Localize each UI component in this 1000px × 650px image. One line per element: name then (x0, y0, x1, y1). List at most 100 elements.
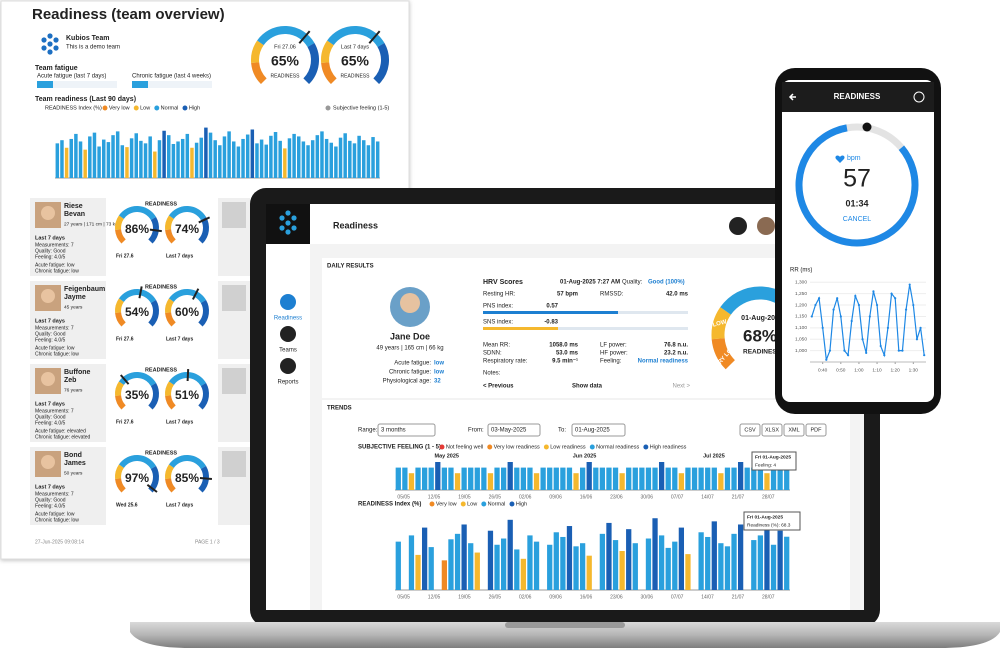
bar (441, 467, 448, 490)
rr-point (817, 297, 821, 300)
select-value[interactable]: 3 months (381, 428, 406, 434)
bar (218, 145, 222, 178)
export-button[interactable] (761, 423, 783, 437)
export-label[interactable]: CSV (744, 427, 756, 433)
settings-icon[interactable] (729, 217, 747, 235)
export-button[interactable] (805, 423, 827, 437)
gauge-value: 86% (125, 222, 149, 236)
export-label[interactable]: XLSX (765, 427, 779, 433)
select-box[interactable] (571, 423, 626, 437)
rr-point (875, 303, 879, 307)
export-label[interactable]: PDF (811, 427, 823, 433)
select-value[interactable]: 03-May-2025 (491, 428, 527, 434)
bar (718, 543, 724, 590)
rr-point (886, 326, 890, 329)
nav-label[interactable]: Reports (277, 380, 298, 386)
bar (678, 527, 685, 590)
bar (357, 135, 361, 178)
gauge-band (148, 383, 159, 410)
bar (553, 467, 559, 490)
x-tick-label: 19/05 (458, 494, 471, 500)
timer: 01:34 (845, 198, 868, 208)
gauge-band (711, 337, 736, 370)
x-tick-label: 19/05 (458, 594, 471, 600)
bar (180, 138, 185, 178)
bar (500, 467, 507, 490)
avatar[interactable] (757, 217, 775, 235)
index-label: PNS index: (483, 304, 513, 310)
bar (698, 532, 704, 590)
bar (619, 473, 625, 490)
bar (395, 467, 401, 490)
person-first: Buffone (64, 369, 91, 376)
bar (448, 467, 454, 490)
x-tick-label: 0:50 (836, 367, 846, 373)
prev-link[interactable]: < Previous (483, 384, 514, 390)
x-tick-label: 26/05 (489, 594, 502, 600)
back-icon[interactable] (788, 93, 796, 101)
gauge-band (165, 298, 175, 313)
legend-label: Subjective feeling (1-5) (333, 105, 389, 111)
stat-label: Respiratory rate: (483, 359, 528, 365)
month-label: Jun 2025 (573, 453, 597, 459)
bar (441, 560, 448, 590)
info-icon[interactable] (913, 91, 925, 103)
bar (685, 554, 691, 590)
fatigue-value: 32 (434, 379, 441, 385)
nav-icon[interactable] (280, 358, 296, 374)
bar (573, 473, 579, 490)
nav-icon[interactable] (280, 294, 296, 310)
bar (162, 130, 166, 178)
person-face (41, 206, 55, 220)
bar (269, 135, 273, 178)
person-measurements: Measurements: 7 (35, 408, 74, 414)
export-label[interactable]: XML (788, 427, 799, 433)
select-value[interactable]: 01-Aug-2025 (575, 428, 610, 434)
report: Readiness (team overview) Kubios Team This… (30, 6, 389, 545)
bar (474, 552, 480, 590)
show-data-link[interactable]: Show data (572, 384, 603, 390)
select-box[interactable] (377, 423, 436, 437)
section-title: TRENDS (327, 406, 352, 412)
gauge-band (257, 26, 315, 48)
gauge-marker (199, 477, 213, 480)
phone: READINESS bpm 57 01:34 CANCEL RR (ms) 1,000 1,0… (782, 82, 934, 373)
control-label: Range: (358, 428, 378, 434)
person-info: 49 years | 165 cm | 66 kg (376, 346, 443, 352)
gauge-band (115, 298, 125, 313)
nav-label[interactable]: Readiness (274, 316, 302, 322)
cancel-button[interactable]: CANCEL (843, 216, 872, 223)
bar (566, 467, 573, 490)
gauge-date: 01-Aug-2025 (741, 315, 783, 322)
fatigue-chronic: Chronic fatigue (last 4 weeks) (132, 74, 211, 80)
index-value: 0.57 (546, 304, 558, 310)
x-tick-label: 14/07 (701, 594, 714, 600)
stat-value: 57 bpm (557, 292, 578, 298)
rr-point (850, 319, 853, 323)
export-button[interactable] (783, 423, 805, 437)
bar (626, 529, 632, 590)
bar (626, 467, 632, 490)
select-box[interactable] (487, 423, 541, 437)
bar (612, 467, 619, 490)
export-button[interactable] (739, 423, 761, 437)
x-tick-label: 28/07 (762, 594, 775, 600)
rr-point (865, 351, 868, 354)
next-link[interactable]: Next > (672, 384, 690, 390)
nav-icon[interactable] (280, 326, 296, 342)
person-acute: Acute fatigue: low (35, 262, 75, 268)
bar (599, 533, 606, 590)
bar (540, 467, 546, 490)
stat-value: 1058.0 ms (549, 343, 578, 349)
bar (507, 462, 513, 490)
bar (324, 138, 329, 178)
nav-label[interactable]: Teams (279, 348, 297, 354)
gauge-band (118, 206, 157, 221)
x-tick-label: 23/06 (610, 494, 623, 500)
report-title: Readiness (team overview) (32, 6, 225, 23)
bar (520, 467, 527, 490)
tooltip-text: Fri 01-Aug-2025 (747, 514, 783, 520)
legend-dot (509, 501, 515, 507)
team-name: Kubios Team (66, 35, 109, 42)
bar (408, 473, 415, 490)
